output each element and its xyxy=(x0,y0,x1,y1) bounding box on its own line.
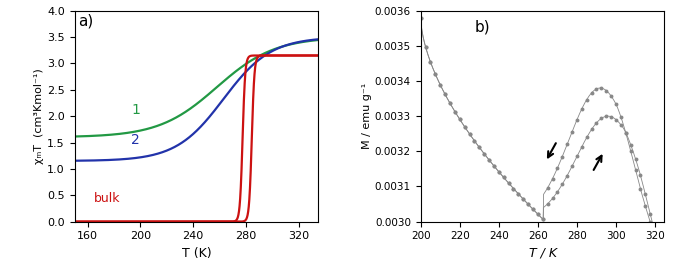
Text: b): b) xyxy=(475,20,490,35)
Text: 2: 2 xyxy=(132,133,140,147)
Text: 1: 1 xyxy=(132,103,140,116)
Y-axis label: M / emu g⁻¹: M / emu g⁻¹ xyxy=(362,83,372,149)
Y-axis label: χₘT  (cm³Kmol⁻¹): χₘT (cm³Kmol⁻¹) xyxy=(35,68,44,164)
X-axis label: T (K): T (K) xyxy=(182,247,212,260)
Text: a): a) xyxy=(79,13,94,29)
X-axis label: T / K: T / K xyxy=(529,247,557,260)
Text: bulk: bulk xyxy=(94,191,121,205)
